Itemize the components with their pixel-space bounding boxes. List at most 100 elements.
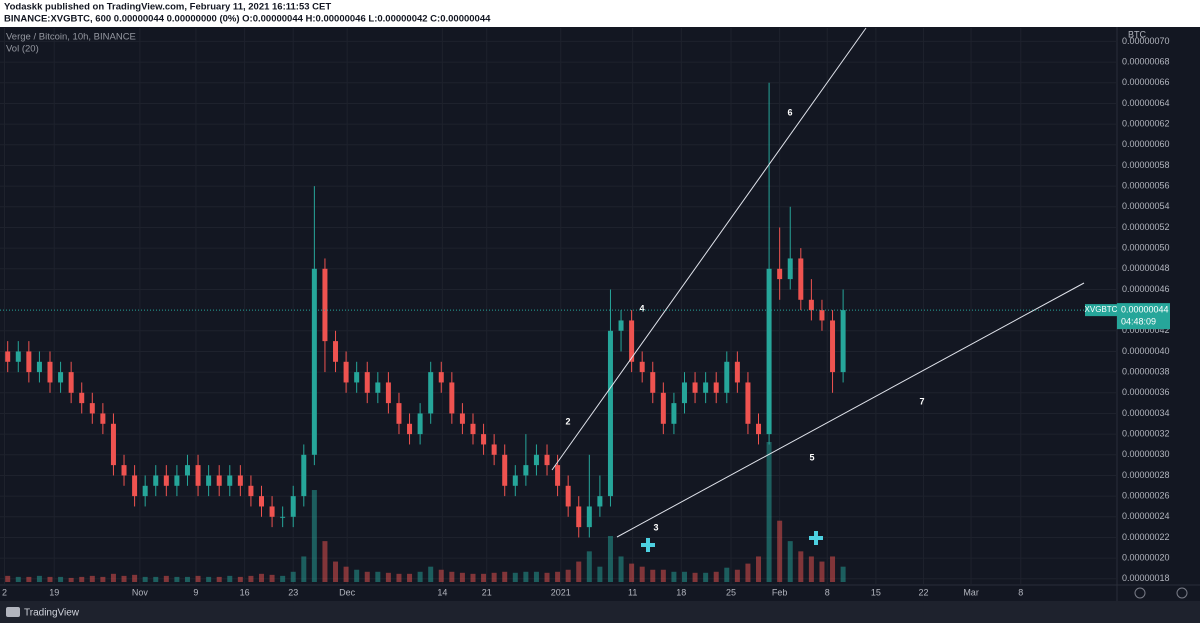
volume-bar <box>660 569 666 582</box>
candle-body <box>36 361 42 373</box>
axes: 0.00000018 0.00000020 0.00000022 0.00000024… <box>0 36 1170 597</box>
volume-bar <box>258 573 264 582</box>
volume-bar <box>713 571 719 582</box>
volume-bar <box>840 566 846 582</box>
volume-bar <box>375 571 381 582</box>
volume-bar <box>650 569 656 582</box>
candle-body <box>100 413 106 424</box>
volume-bar <box>766 442 772 582</box>
volume-bar <box>470 573 476 582</box>
candle-body <box>417 413 423 435</box>
symbol-tag: XVGBTC <box>1085 305 1118 314</box>
y-tick-label: 0.00000056 <box>1122 180 1170 190</box>
x-tick-label: Feb <box>772 587 788 597</box>
x-tick-label: 2 <box>2 587 7 597</box>
annotation: 7 <box>919 396 924 406</box>
volume-bar <box>745 563 751 582</box>
volume-bar <box>343 566 349 582</box>
volume-bar <box>364 571 370 582</box>
candle-body <box>280 516 286 518</box>
volume-bar <box>607 536 613 582</box>
candle-body <box>523 465 529 476</box>
candle-body <box>5 351 11 362</box>
volume-bar <box>565 569 571 582</box>
volume-bar <box>301 556 307 582</box>
x-tick-label: Nov <box>132 587 149 597</box>
volume-bar <box>523 571 529 582</box>
volume-pane <box>5 442 846 582</box>
volume-bar <box>290 571 296 582</box>
scale-mode[interactable] <box>1134 587 1146 599</box>
volume-bar <box>756 556 762 582</box>
candle-body <box>639 361 645 373</box>
candle-body <box>777 268 783 280</box>
x-tick-label: Mar <box>963 587 979 597</box>
volume-bar <box>481 573 487 582</box>
volume-bar <box>692 572 698 582</box>
volume-bar <box>322 541 328 582</box>
y-tick-label: 0.00000060 <box>1122 139 1170 149</box>
x-tick-label: 2021 <box>551 587 571 597</box>
y-tick-label: 0.00000062 <box>1122 118 1170 128</box>
volume-bar <box>184 576 190 582</box>
x-tick-label: 16 <box>240 587 250 597</box>
candle-body <box>26 351 32 373</box>
annotation: 4 <box>639 303 644 313</box>
candle-body <box>555 465 561 486</box>
volume-bar <box>132 574 138 582</box>
symbol-tag-box <box>1085 304 1117 317</box>
y-tick-label: 0.00000036 <box>1122 387 1170 397</box>
y-tick-label: 0.00000050 <box>1122 242 1170 252</box>
candle-body <box>195 465 201 486</box>
volume-bar <box>333 561 339 582</box>
cross-markers <box>641 531 823 552</box>
x-tick-label: 25 <box>726 587 736 597</box>
volume-bar <box>830 556 836 582</box>
candle-body <box>343 361 349 383</box>
volume-bar <box>280 575 286 582</box>
x-tick-label: 23 <box>288 587 298 597</box>
x-tick-label: 8 <box>825 587 830 597</box>
volume-bar <box>5 575 11 582</box>
y-tick-label: 0.00000020 <box>1122 553 1170 563</box>
volume-bar <box>237 576 243 582</box>
volume-bar <box>354 569 360 582</box>
candle-body <box>311 268 317 455</box>
candles <box>5 82 846 538</box>
volume-bar <box>777 520 783 582</box>
volume-bar <box>703 572 709 582</box>
volume-bar <box>407 573 413 582</box>
candle-body <box>153 475 159 486</box>
candle-body <box>438 372 444 383</box>
chart-title: Verge / Bitcoin, 10h, BINANCE <box>6 32 136 43</box>
candle-body <box>79 392 85 404</box>
volume-bar <box>26 576 32 582</box>
volume-bar <box>396 573 402 582</box>
volume-bar <box>808 556 814 582</box>
volume-bar <box>544 572 550 582</box>
y-tick-label: 0.00000034 <box>1122 408 1170 418</box>
y-tick-label: 0.00000028 <box>1122 470 1170 480</box>
volume-bar <box>734 569 740 582</box>
x-tick-label: Dec <box>339 587 356 597</box>
candle-body <box>364 372 370 393</box>
volume-bar <box>195 575 201 582</box>
candle-body <box>407 423 413 435</box>
brand-name: TradingView <box>24 608 80 619</box>
y-tick-label: 0.00000022 <box>1122 532 1170 542</box>
candle-body <box>787 258 793 280</box>
candle-body <box>385 382 391 404</box>
candle-body <box>449 382 455 414</box>
settings-button[interactable] <box>1176 587 1188 599</box>
candle-body <box>459 413 465 424</box>
candle-body <box>89 403 95 414</box>
volume-bar <box>79 576 85 582</box>
volume-bar <box>502 571 508 582</box>
y-tick-label: 0.00000064 <box>1122 98 1170 108</box>
candle-body <box>142 485 148 497</box>
candle-body <box>576 506 582 528</box>
volume-bar <box>512 572 518 582</box>
candle-body <box>216 475 222 486</box>
